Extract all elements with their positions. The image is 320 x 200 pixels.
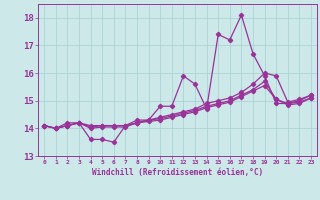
X-axis label: Windchill (Refroidissement éolien,°C): Windchill (Refroidissement éolien,°C) <box>92 168 263 177</box>
